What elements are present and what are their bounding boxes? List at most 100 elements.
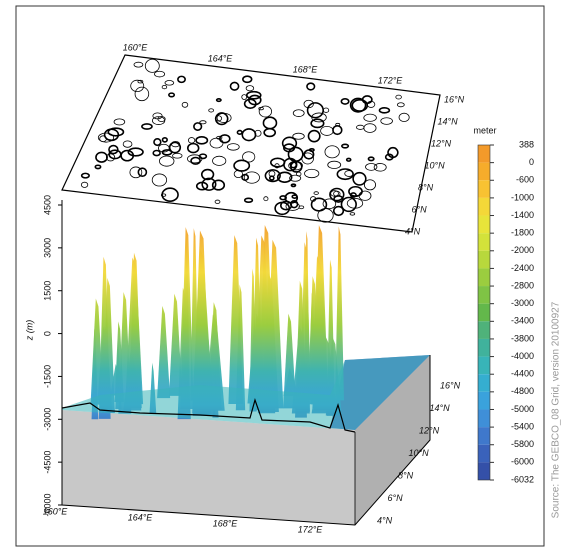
contour	[306, 102, 324, 119]
contour	[332, 205, 345, 217]
contour	[304, 168, 320, 179]
contour	[363, 179, 377, 191]
colorbar-label: -3000	[511, 298, 534, 308]
colorbar-label: -3800	[511, 333, 534, 343]
colorbar-title: meter	[473, 125, 496, 135]
contour	[367, 156, 375, 162]
contour	[358, 190, 372, 201]
box-lat-tick: 8°N	[398, 470, 414, 480]
contour	[200, 168, 215, 181]
contour	[327, 160, 342, 169]
contour	[242, 151, 256, 163]
contour	[201, 177, 217, 191]
box-lat-tick: 16°N	[440, 380, 461, 390]
contour	[168, 92, 176, 98]
map-lon-tick: 168°E	[293, 64, 319, 74]
contour	[378, 107, 391, 114]
colorbar-segment	[478, 180, 490, 198]
box-lon-tick: 164°E	[128, 512, 154, 522]
contour	[177, 75, 186, 84]
contour	[214, 115, 223, 122]
contour	[241, 173, 250, 181]
contour	[341, 143, 350, 149]
contour-map	[61, 54, 441, 233]
source-note: Source: The GEBCO_08 Grid, version 20100…	[551, 301, 562, 518]
contour	[270, 157, 286, 168]
contour	[324, 145, 340, 159]
profile-line	[61, 397, 356, 433]
contour	[172, 152, 183, 159]
box-lat-tick: 10°N	[409, 448, 430, 458]
contour	[159, 155, 175, 167]
surface	[62, 225, 430, 430]
contour	[243, 171, 260, 184]
contour	[329, 187, 345, 202]
z-tick-label: -1500	[42, 365, 52, 388]
surface-spike	[125, 257, 144, 405]
colorbar-segment	[478, 374, 490, 392]
contour	[161, 137, 168, 143]
colorbar-segment	[478, 338, 490, 357]
box-lat-tick: 14°N	[430, 403, 451, 413]
contour	[130, 79, 145, 93]
contour	[153, 138, 162, 147]
contour	[395, 94, 402, 100]
colorbar-segment	[478, 162, 490, 181]
colorbar-label: -4800	[511, 386, 534, 396]
contour	[195, 136, 209, 145]
contour	[268, 170, 276, 177]
contour	[303, 149, 315, 160]
contour	[310, 118, 325, 129]
colorbar-outline	[477, 144, 491, 481]
contour	[129, 166, 143, 179]
contour	[97, 132, 115, 143]
colorbar-label: -1400	[511, 210, 534, 220]
contour	[160, 193, 167, 197]
box-lat-tick: 6°N	[388, 493, 404, 503]
colorbar-label: -4400	[511, 369, 534, 379]
contour	[298, 205, 305, 210]
contour	[133, 61, 144, 68]
contour	[340, 196, 357, 213]
contour	[287, 146, 304, 162]
contour	[346, 197, 364, 209]
contour	[365, 163, 378, 171]
contour	[313, 191, 319, 195]
z-tick-label: -6000	[42, 493, 52, 516]
z-tick-label: 3000	[42, 238, 52, 258]
colorbar-label: -6000	[511, 457, 534, 467]
contour	[243, 98, 257, 110]
colorbar-label: -2000	[511, 245, 534, 255]
contour	[276, 171, 293, 183]
map-lat-tick: 16°N	[444, 94, 465, 104]
box-lat-tick: 4°N	[377, 515, 393, 525]
contour	[310, 197, 328, 212]
colorbar-segment	[478, 268, 490, 287]
colorbar-segment	[478, 250, 490, 269]
map-lat-tick: 14°N	[438, 116, 459, 126]
colorbar-label: -4000	[511, 351, 534, 361]
surface-spike	[295, 280, 307, 418]
colorbar-label: -1800	[511, 228, 534, 238]
colorbar-segment	[478, 303, 490, 322]
contour	[363, 113, 377, 122]
contour	[242, 75, 253, 84]
contour	[108, 144, 119, 155]
contour	[80, 181, 89, 188]
colorbar-segment	[478, 321, 490, 339]
map-lon-tick: 160°E	[123, 42, 149, 52]
contour	[241, 128, 257, 142]
contour	[361, 95, 373, 105]
colorbar-label: -1000	[511, 192, 534, 202]
contour	[243, 197, 254, 204]
contour	[181, 101, 189, 108]
contour	[396, 102, 405, 108]
colorbar-segment	[478, 409, 490, 428]
colorbar-segment	[478, 233, 490, 251]
contour	[349, 212, 356, 216]
contour	[214, 112, 229, 126]
contour	[345, 157, 352, 162]
contour	[214, 199, 221, 204]
contour	[151, 173, 168, 187]
contour	[245, 85, 255, 92]
